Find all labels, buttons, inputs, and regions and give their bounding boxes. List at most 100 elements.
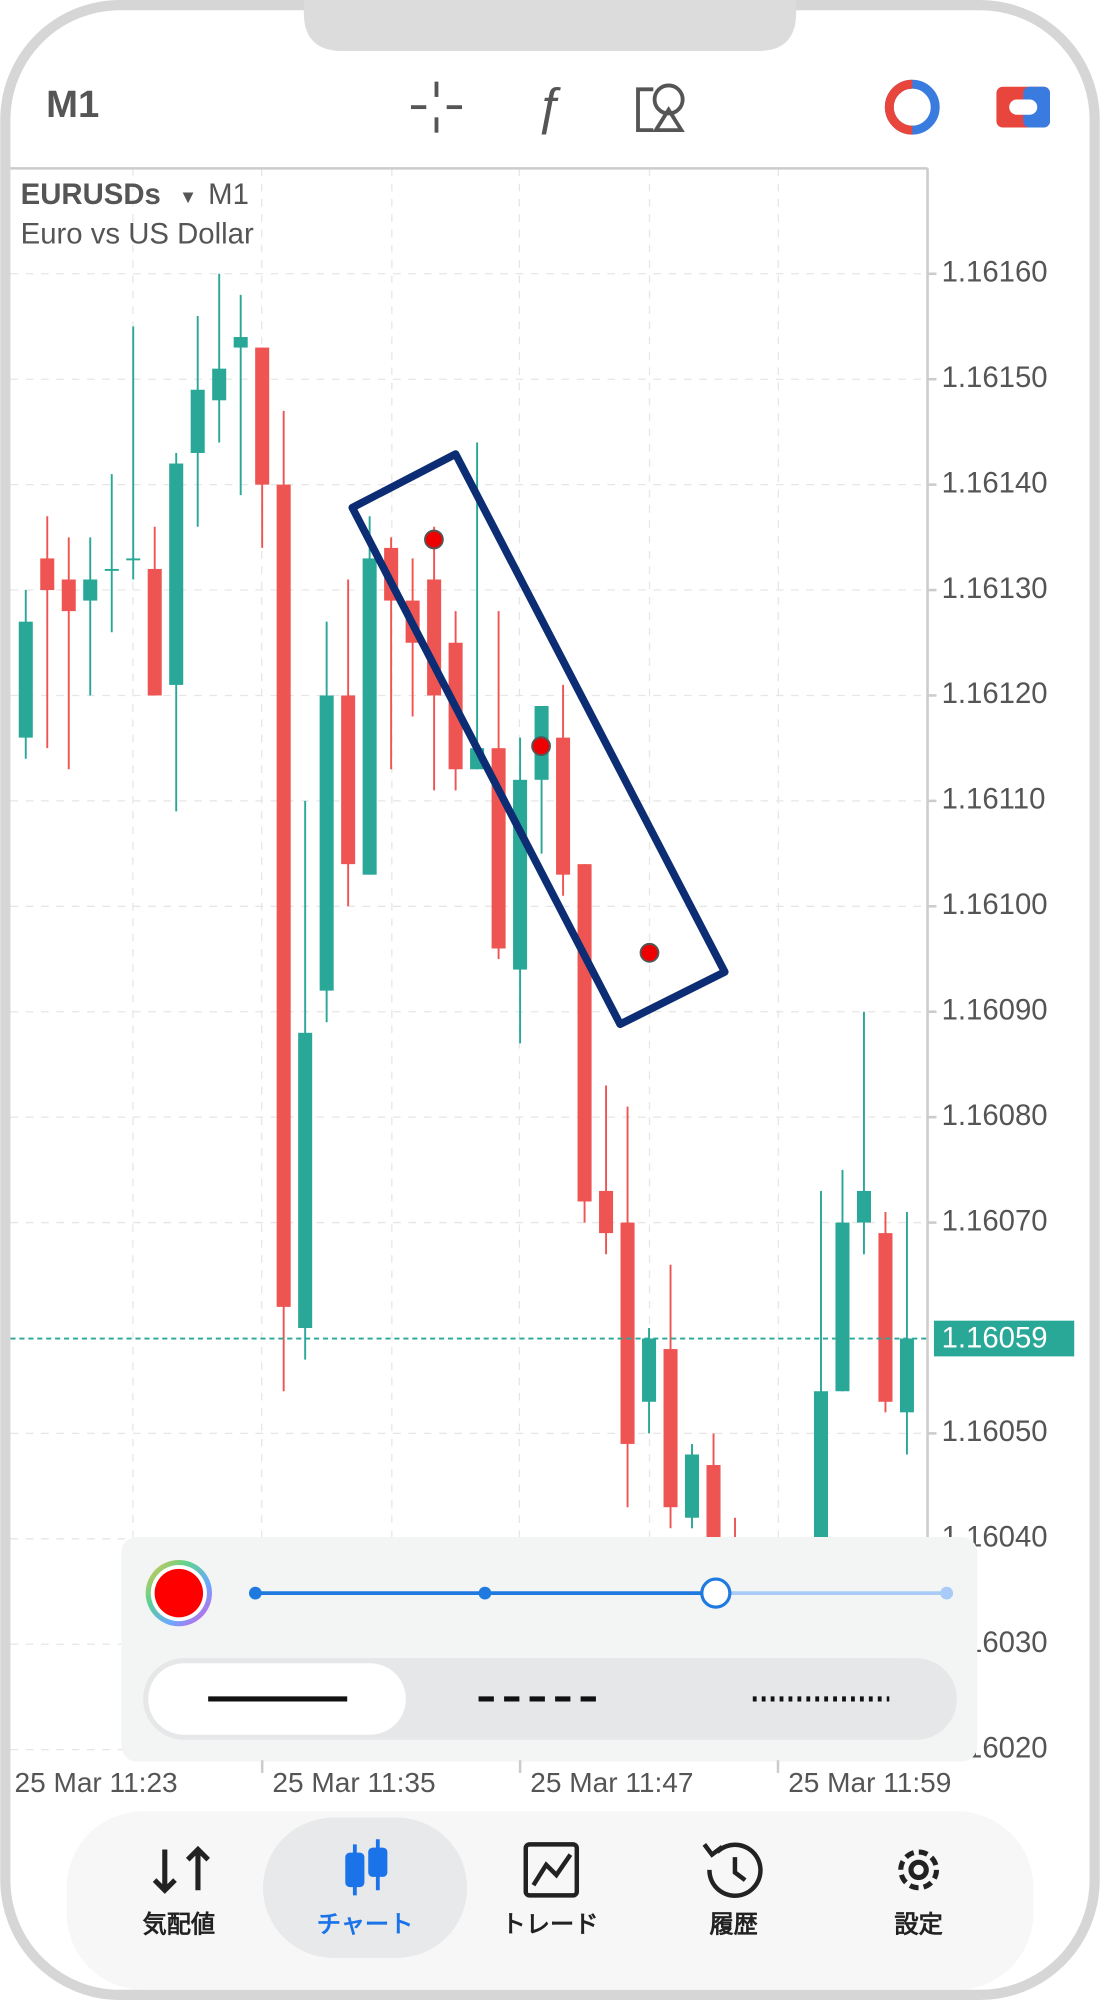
x-tick-label: 25 Mar 11:35 [272,1767,435,1798]
symbol[interactable]: EURUSDs [21,178,161,211]
bottom-nav: 気配値 チャート トレード 履歴 設定 [66,1811,1034,1990]
shape [154,1568,204,1618]
shape [898,1849,940,1891]
nav-label[interactable]: トレード [502,1911,599,1938]
candle-body [190,389,205,454]
settings-icon[interactable] [898,1849,940,1891]
drawn-rectangle[interactable] [348,450,729,1029]
timeframe-button[interactable]: M1 [46,83,99,126]
candle-body [233,337,248,348]
chart-timeframe: M1 [208,178,249,211]
color-picker[interactable] [145,1559,212,1627]
y-tick-label: 1.16080 [942,1099,1048,1132]
x-tick-label: 25 Mar 11:59 [788,1767,951,1798]
candle-body [835,1222,850,1392]
shape [478,1586,492,1600]
candle-body [577,864,592,1202]
trade-icon[interactable] [523,1842,580,1898]
shape [636,87,654,133]
shape [185,1845,210,1891]
candle-body [212,368,227,401]
candle-body [642,1338,657,1402]
y-tick-label: 1.16140 [942,466,1048,499]
nav-label[interactable]: 気配値 [142,1910,215,1938]
indicator-button[interactable]: ƒ [535,77,563,134]
shape [424,529,444,550]
candle-body [147,568,162,696]
y-tick-label: 1.16100 [942,888,1048,921]
x-tick-label: 25 Mar 11:47 [530,1767,693,1798]
shape [652,106,685,133]
objects-button[interactable] [636,83,685,133]
current-price-box [933,1320,1075,1357]
y-tick-label: 1.16070 [942,1204,1048,1237]
shape [1009,99,1038,115]
candle-body [276,484,291,1307]
shape [152,1849,177,1894]
symbol-dropdown[interactable]: ▾ [183,183,194,208]
nav-label[interactable]: チャート [317,1911,414,1938]
candle-body [169,463,184,685]
trade-button[interactable] [996,86,1050,128]
shape [531,736,551,757]
candle-body [899,1338,914,1413]
current-price-label: 1.16059 [942,1322,1048,1355]
candle-body [706,1465,721,1539]
nav-label[interactable]: 設定 [894,1911,942,1938]
notch [303,0,797,52]
candles [10,273,928,1676]
nav-label[interactable]: 履歴 [709,1911,757,1938]
chart-icon[interactable] [345,1839,388,1896]
shape [531,1853,573,1887]
candle-body [298,1032,313,1328]
candle-body [663,1349,678,1508]
y-tick-label: 1.16090 [942,993,1048,1026]
shape [66,1811,1034,1990]
symbol-description: Euro vs US Dollar [21,218,254,251]
candle-body [878,1233,893,1402]
candle-body [104,568,119,571]
shape [940,1586,954,1600]
candle-body [599,1190,614,1234]
candle-body [813,1391,828,1539]
y-tick-label: 1.16110 [942,783,1046,816]
candle-body [362,558,377,875]
shape [700,1577,732,1609]
crosshair-button[interactable] [410,81,462,133]
candle-body [556,737,571,875]
shape [248,1586,262,1600]
y-tick-label: 1.16050 [942,1415,1048,1448]
candle-body [255,347,270,485]
candle-body [319,695,334,991]
history-icon[interactable] [702,1842,763,1898]
shape [707,1842,763,1898]
candle-body [40,558,55,591]
shape [639,942,660,963]
x-tick-label: 25 Mar 11:23 [14,1767,177,1798]
candle-body [83,579,98,601]
shape [908,1859,929,1881]
candle-body [341,695,356,865]
candle-body [18,621,33,738]
candle-body [856,1190,871,1223]
nav-active-pill [263,1817,468,1958]
shape [348,450,729,1029]
shape [702,1843,724,1858]
y-tick-label: 1.16120 [942,677,1048,710]
shape [523,1842,580,1898]
style-panel [121,1536,978,1762]
one-click-button[interactable] [884,79,940,135]
candle-body [513,779,528,970]
quotes-icon[interactable] [152,1845,210,1894]
price-axis: 1.16160 1.16150 1.16140 1.16130 1.16120 1.161… [927,256,1075,1764]
shape [884,79,913,135]
shape [345,1852,365,1888]
y-tick-label: 1.16160 [942,256,1048,289]
time-axis: 25 Mar 11:23 25 Mar 11:35 25 Mar 11:47 25 M… [14,1760,951,1798]
y-tick-label: 1.16130 [942,572,1048,605]
width-slider[interactable] [248,1577,954,1609]
shape [652,83,685,116]
candle-body [620,1222,635,1444]
